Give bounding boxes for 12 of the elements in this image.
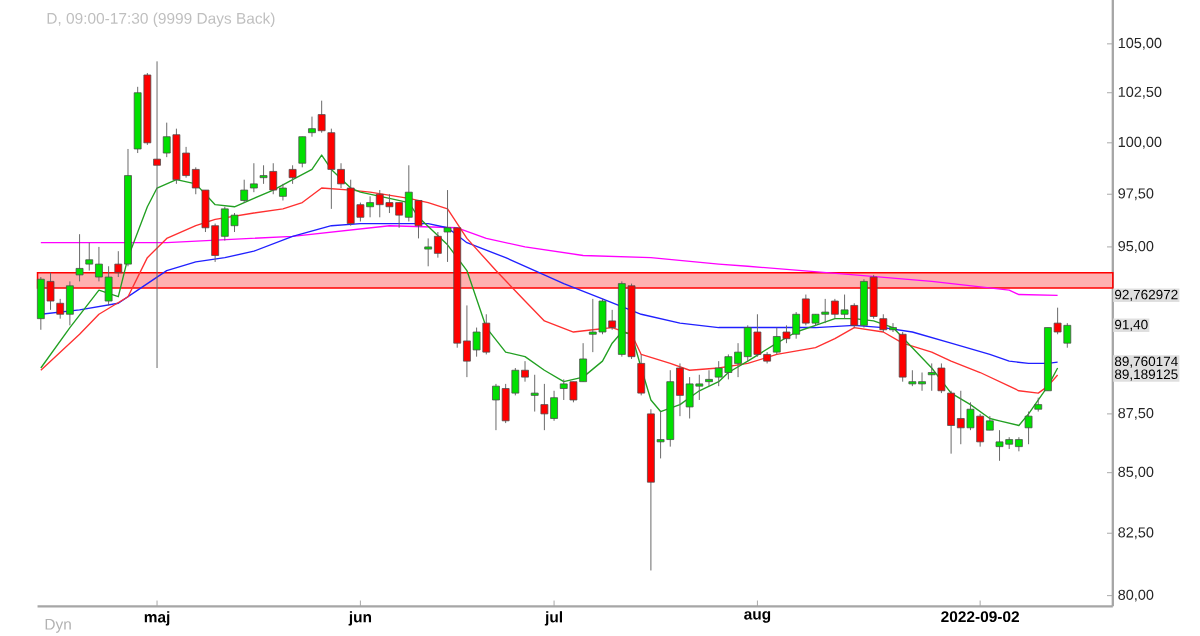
candlestick — [75, 233, 84, 283]
candlestick — [240, 179, 249, 204]
candlestick — [637, 354, 646, 397]
candlestick — [898, 331, 907, 383]
line-series — [40, 187, 1059, 395]
candlestick — [250, 163, 258, 193]
candlestick — [530, 374, 539, 413]
candlestick — [1024, 411, 1033, 445]
candlestick — [705, 370, 713, 387]
candlestick — [288, 165, 297, 185]
line-series — [40, 225, 1059, 297]
candlestick — [298, 136, 307, 169]
